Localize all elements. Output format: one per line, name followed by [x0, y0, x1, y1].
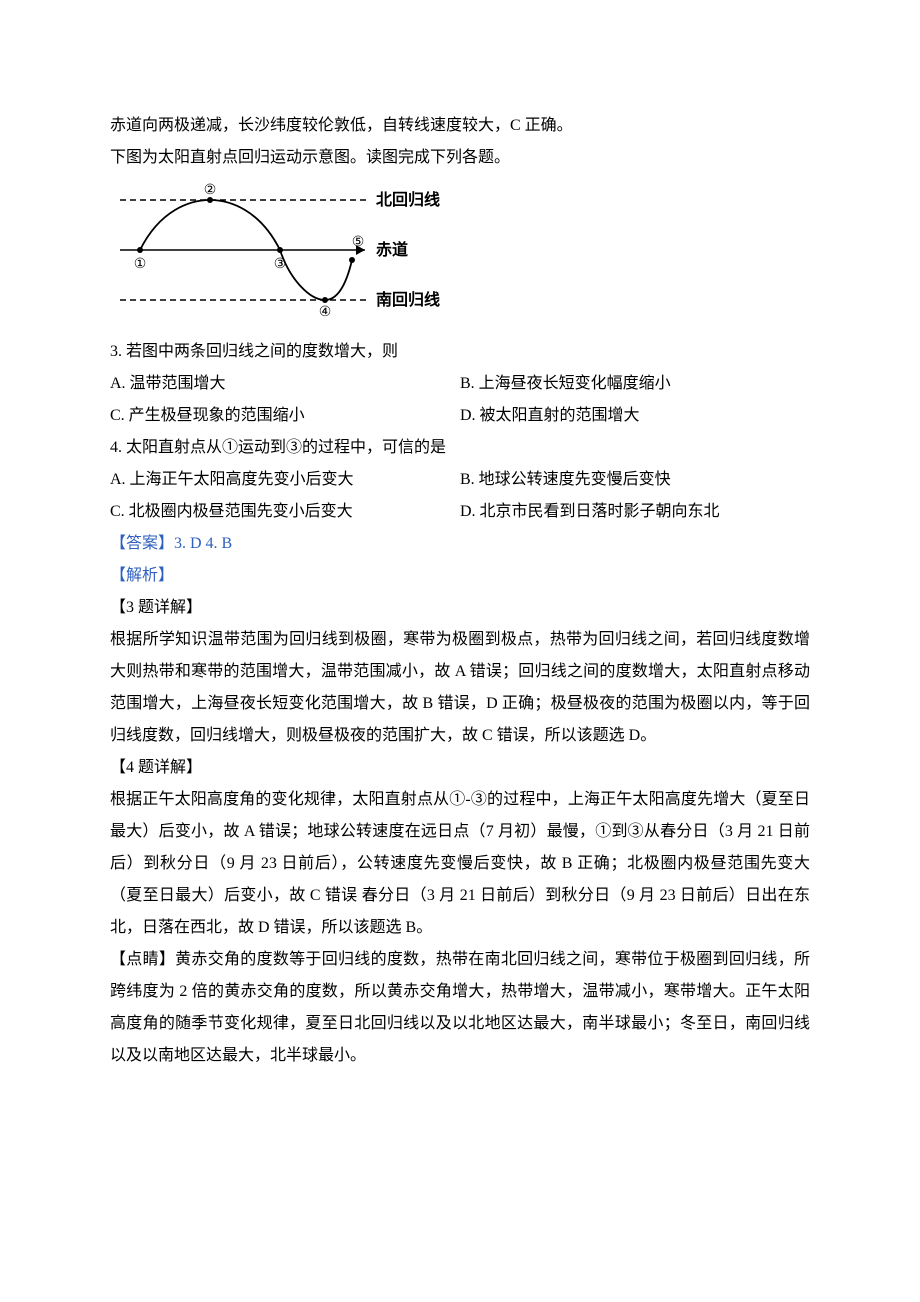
- q4-option-d: D. 北京市民看到日落时影子朝向东北: [460, 496, 810, 528]
- q4-option-b: B. 地球公转速度先变慢后变快: [460, 464, 810, 496]
- q4-option-a: A. 上海正午太阳高度先变小后变大: [110, 464, 460, 496]
- q3-detail-body: 根据所学知识温带范围为回归线到极圈，寒带为极圈到极点，热带为回归线之间，若回归线…: [110, 624, 810, 752]
- analysis-label: 【解析】: [110, 560, 810, 592]
- diagram-point-4: ④: [319, 305, 332, 320]
- q3-option-a: A. 温带范围增大: [110, 368, 460, 400]
- q4-stem: 4. 太阳直射点从①运动到③的过程中，可信的是: [110, 432, 810, 464]
- q3-option-c: C. 产生极昼现象的范围缩小: [110, 400, 460, 432]
- q4-options: A. 上海正午太阳高度先变小后变大 B. 地球公转速度先变慢后变快 C. 北极圈…: [110, 464, 810, 528]
- page-content: 赤道向两极递减，长沙纬度较伦敦低，自转线速度较大，C 正确。 下图为太阳直射点回…: [0, 0, 920, 1302]
- diagram-point-1: ①: [134, 257, 147, 272]
- q3-options: A. 温带范围增大 B. 上海昼夜长短变化幅度缩小 C. 产生极昼现象的范围缩小…: [110, 368, 810, 432]
- intro-continuation: 赤道向两极递减，长沙纬度较伦敦低，自转线速度较大，C 正确。: [110, 110, 810, 142]
- q3-detail-title: 【3 题详解】: [110, 592, 810, 624]
- q4-detail-title: 【4 题详解】: [110, 752, 810, 784]
- q3-stem: 3. 若图中两条回归线之间的度数增大，则: [110, 336, 810, 368]
- q3-option-b: B. 上海昼夜长短变化幅度缩小: [460, 368, 810, 400]
- q3-option-d: D. 被太阳直射的范围增大: [460, 400, 810, 432]
- equator-label: 赤道: [376, 240, 408, 259]
- diagram-point-3: ③: [274, 257, 287, 272]
- answer-line: 【答案】3. D 4. B: [110, 528, 810, 560]
- q4-detail-body: 根据正午太阳高度角的变化规律，太阳直射点从①-③的过程中，上海正午太阳高度先增大…: [110, 784, 810, 944]
- q4-option-c: C. 北极圈内极昼范围先变小后变大: [110, 496, 460, 528]
- solar-declination-diagram: ① ② ③ ④ ⑤ 北回归线 赤道 南回归线: [110, 180, 810, 332]
- figure-caption: 下图为太阳直射点回归运动示意图。读图完成下列各题。: [110, 142, 810, 174]
- tropic-north-label: 北回归线: [376, 190, 440, 209]
- diagram-point-2: ②: [204, 183, 217, 198]
- tip-body: 【点睛】黄赤交角的度数等于回归线的度数，热带在南北回归线之间，寒带位于极圈到回归…: [110, 944, 810, 1072]
- tropic-south-label: 南回归线: [376, 290, 440, 309]
- diagram-point-5: ⑤: [352, 235, 365, 250]
